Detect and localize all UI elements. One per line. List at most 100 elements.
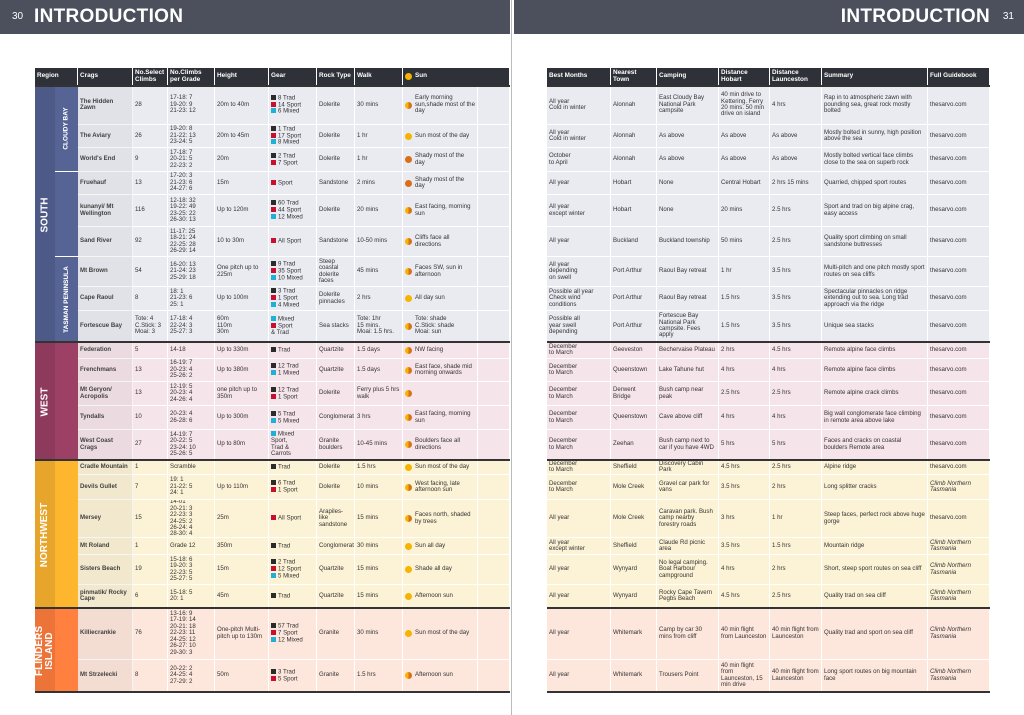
header-text: Camping (659, 72, 687, 80)
cell-text: Sun most of the day (415, 629, 470, 637)
cell-line: depending (549, 328, 578, 336)
cell-text: 9 (135, 155, 139, 163)
cell-line: Check wind (549, 294, 581, 302)
gear-cell: All Sport (269, 227, 317, 257)
cell-line: 22-24: 3 (170, 321, 193, 329)
cell-text: 40 min drive to Kettering. Ferry 20 mins… (721, 91, 765, 118)
sun-icon (405, 390, 412, 397)
gear-text: All Sport (278, 514, 302, 522)
cell-line: All year (549, 203, 570, 211)
cell-text: One-pitch Multi-pitch up to 130m (217, 626, 263, 640)
sun-icon (405, 101, 412, 109)
hobart-cell: 40 min flight from Launceston (719, 608, 770, 660)
cell-text: Faces SW, sun in afternoon (415, 264, 463, 278)
camping-cell: Gravel car park for vans (657, 475, 719, 500)
header-text: Gear (271, 72, 286, 80)
launceston-cell: 5 hrs (770, 430, 822, 460)
guide-cell: thesarvo.com (928, 86, 990, 125)
gear-line: 10 Mixed (271, 275, 314, 282)
walk-cell: 30 mins (355, 608, 403, 660)
gear-text: 1 Sport (278, 486, 298, 494)
cell-text: 4.5 hrs (772, 345, 791, 353)
walk-cell: Tote: 1hr 15 mins. Moai: 1.5 hrs. (355, 311, 403, 342)
guide-cell: Climb Northern Tasmania (928, 608, 990, 660)
hobart-cell: As above (719, 148, 770, 172)
town-cell: Derwent Bridge (611, 382, 657, 406)
cell-text: Zeehan (613, 440, 634, 448)
cell-text: The Hidden Zawn (80, 97, 114, 111)
select-cell: 10 (133, 406, 168, 430)
gear-line: 12 Trad (271, 386, 314, 394)
best-cell: December to March (547, 359, 611, 382)
cell-text: As above (721, 155, 747, 163)
cell-line: December (549, 460, 578, 467)
best-cell: October to April (547, 148, 611, 172)
walk-cell: 15 mins (355, 500, 403, 538)
gear-cell: 2 Trad 12 Sport 5 Mixed (269, 555, 317, 585)
gear-text: & Trad (271, 328, 289, 336)
gear-swatch (271, 515, 276, 521)
hobart-cell: 1.5 hrs (719, 311, 770, 342)
blank-cell (478, 382, 510, 406)
cell-text: Dolerite (319, 389, 340, 397)
hobart-cell: 50 mins (719, 227, 770, 257)
gear-cell: Trad (269, 585, 317, 608)
hobart-cell: 4 hrs (719, 555, 770, 585)
column-header: Summary (822, 68, 928, 86)
camping-cell: Trousers Point (657, 660, 719, 692)
hobart-cell: 3.5 hrs (719, 475, 770, 500)
cell-line: C.Stick: 3 (135, 321, 162, 329)
town-cell: Sheffield (611, 460, 657, 475)
launceston-cell: 4 hrs (770, 406, 822, 430)
summary-cell: Mountain ridge (822, 538, 928, 555)
gear-line: 2 Trad (271, 559, 314, 566)
rock-cell: Dolerite pinnacles (317, 287, 355, 311)
cell-text: 3.5 hrs (772, 267, 791, 275)
cell-line: Tote: shade (415, 315, 447, 323)
cell-text: Camp by car 30 mins from cliff (659, 626, 703, 640)
rock-cell: Steep coastal dolerite faces (317, 257, 355, 287)
launceston-cell: As above (770, 125, 822, 148)
cell-text: 2.5 hrs (772, 462, 791, 470)
cell-text: 25m (217, 514, 229, 522)
column-header: Full Guidebook (928, 68, 990, 86)
sun-text: Tote: shade C.Stick: shade Moai: sun (415, 315, 454, 335)
cell-text: 30 mins (357, 629, 379, 637)
subregion-text: CLOUDY BAY (63, 107, 71, 150)
best-cell: All year (547, 172, 611, 195)
select-cell: 54 (133, 257, 168, 287)
walk-cell: 10-45 mins (355, 430, 403, 460)
subregion-label: TASMAN PENINSULA (55, 257, 78, 342)
gear-swatch (271, 200, 276, 206)
gear-text: 2 Trad (278, 152, 296, 160)
cell-text: Quartzite (319, 565, 344, 573)
sun-cell: Shady most of the day (403, 172, 478, 195)
cell-text: 1 (135, 541, 139, 549)
cell-text: 2 hrs 15 mins (772, 178, 809, 186)
header-text: Distance Hobart (721, 69, 748, 83)
gear-swatch (271, 623, 276, 629)
cell-text: Trousers Point (659, 671, 699, 679)
column-header: Camping (657, 68, 719, 86)
cell-line: 20: 1 (170, 595, 184, 602)
gear-text: 35 Sport (278, 267, 302, 275)
cell-text: 6 (135, 591, 139, 599)
cell-line: 24: 1 (170, 489, 184, 497)
best-cell: All year (547, 500, 611, 538)
cell-text: Mostly bolted in sunny, high position ab… (824, 128, 922, 142)
crag-cell: Sisters Beach (78, 555, 133, 585)
gear-text: 1 Trad (278, 125, 296, 133)
region-separator (547, 459, 990, 461)
cell-text: thesarvo.com (930, 100, 967, 108)
cell-line: 25-27: 3 (170, 328, 193, 336)
cell-text: Granite (319, 629, 339, 637)
best-cell: All year (547, 227, 611, 257)
sun-cell: Sun most of the day (403, 460, 478, 475)
grades-cell: 13-16: 9 17-19: 14 20-21: 18 22-23: 11 24-25… (168, 608, 215, 660)
height-cell: Up to 100m (215, 287, 269, 311)
sun-cell: NW facing (403, 342, 478, 359)
sun-row: Boulders face all directions (405, 437, 475, 451)
gear-text: Mixed (278, 430, 295, 438)
cell-line: 26-30: 13 (170, 215, 196, 223)
